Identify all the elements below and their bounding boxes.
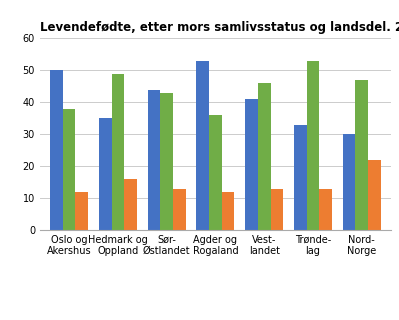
Bar [319, 189, 332, 230]
Bar [222, 192, 235, 230]
Bar [148, 90, 160, 230]
Bar [196, 61, 209, 230]
Bar [356, 80, 368, 230]
Bar [294, 125, 307, 230]
Bar [343, 134, 356, 230]
Bar [160, 93, 173, 230]
Bar [173, 189, 186, 230]
Text: Levendefødte, etter mors samlivsstatus og landsdel. 2011: Levendefødte, etter mors samlivsstatus o… [40, 21, 399, 35]
Bar [63, 109, 75, 230]
Bar [368, 160, 381, 230]
Bar [258, 83, 271, 230]
Bar [112, 74, 124, 230]
Bar [124, 179, 137, 230]
Bar [307, 61, 319, 230]
Bar [99, 118, 112, 230]
Bar [245, 99, 258, 230]
Bar [75, 192, 88, 230]
Bar [271, 189, 283, 230]
Bar [209, 115, 222, 230]
Bar [50, 70, 63, 230]
